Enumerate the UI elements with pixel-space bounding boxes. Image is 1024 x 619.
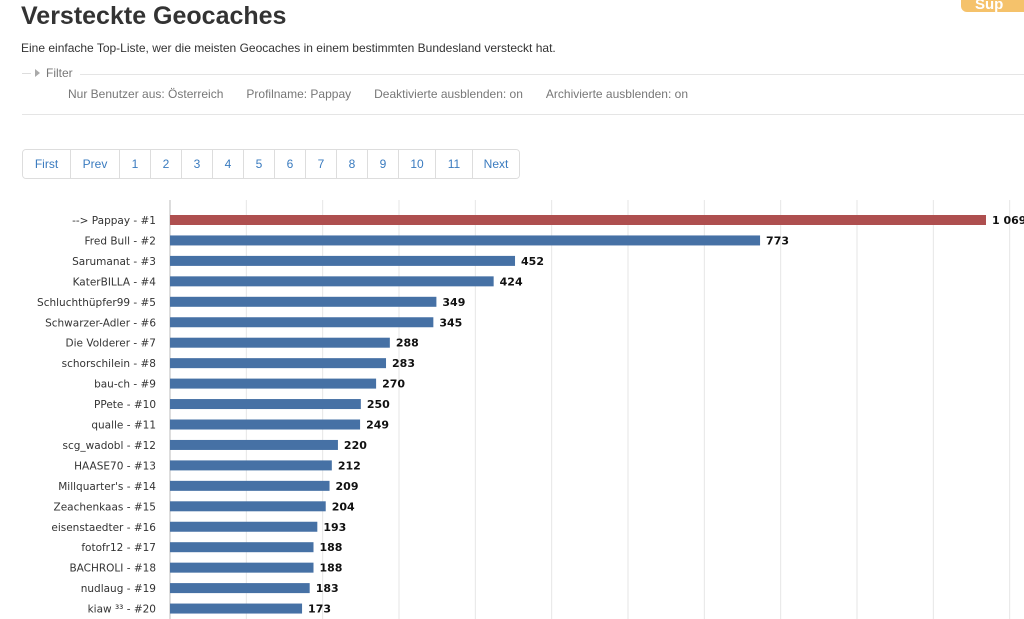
page-1-button[interactable]: 1 [119,150,150,178]
page-3-button[interactable]: 3 [181,150,212,178]
chart-value-label: 212 [338,459,361,472]
chart-category-label: --> Pappay - #1 [72,215,156,227]
chart-value-label: 193 [323,521,346,534]
chart-category-label: PPete - #10 [94,399,156,411]
chart-bar [170,419,361,430]
chart-value-label: 220 [344,439,367,452]
chart-bar [170,562,314,573]
chart-bar [170,276,494,287]
chart-bar [170,542,314,553]
chart-value-label: 424 [500,275,523,288]
chart-bar [170,235,761,246]
chart-bar [170,501,326,512]
chart-category-label: Die Volderer - #7 [66,338,156,350]
chart-value-label: 204 [332,500,355,513]
chart-category-label: Millquarter's - #14 [58,481,156,493]
chart-value-label: 1 069 [992,214,1024,227]
chart-value-label: 288 [396,337,419,350]
page-first-button[interactable]: First [23,150,70,178]
chart-value-label: 270 [382,378,405,391]
page-next-button[interactable]: Next [472,150,519,178]
chart-category-label: HAASE70 - #13 [74,460,156,472]
chart-bar [170,603,303,614]
page-prev-button[interactable]: Prev [70,150,119,178]
ranking-bar-chart: --> Pappay - #1 1 069 Fred Bull - #2 773 Sar… [37,200,1024,619]
filter-divider [80,74,1024,75]
chart-category-label: Fred Bull - #2 [85,235,156,247]
chart-category-label: Zeachenkaas - #15 [54,501,157,513]
chart-category-label: kiaw ³³ - #20 [88,604,156,616]
chart-bar [170,460,332,471]
chart-category-label: KaterBILLA - #4 [73,276,157,288]
page-6-button[interactable]: 6 [274,150,305,178]
pagination: First Prev 1 2 3 4 5 6 7 8 9 10 11 Next [22,149,520,179]
chart-value-label: 173 [308,603,331,616]
chart-bar [170,317,434,328]
page-9-button[interactable]: 9 [367,150,398,178]
chart-category-label: scg_wadobl - #12 [63,440,156,452]
page-title: Versteckte Geocaches [21,2,287,30]
chart-value-label: 188 [320,562,343,575]
chart-bar [170,255,516,266]
chart-bar [170,337,390,348]
chart-value-label: 773 [766,234,789,247]
chart-bar [170,480,330,491]
page-11-button[interactable]: 11 [435,150,472,178]
page-8-button[interactable]: 8 [336,150,367,178]
page-4-button[interactable]: 4 [212,150,243,178]
chart-bar [170,358,387,369]
section-divider [22,114,1024,115]
chart-category-label: schorschilein - #8 [62,358,156,370]
filter-divider [22,72,31,74]
page-10-button[interactable]: 10 [398,150,435,178]
chart-bar [170,439,338,450]
chart-value-label: 209 [336,480,359,493]
chart-bar [170,378,377,389]
filter-hide-archived: Archivierte ausblenden: on [545,87,688,101]
chart-bar [170,296,437,307]
chart-bar [170,215,986,225]
chart-category-label: Schluchthüpfer99 - #5 [37,297,156,309]
chart-value-label: 183 [316,582,339,595]
chart-value-label: 345 [439,316,462,329]
chart-value-label: 452 [521,255,544,268]
chart-category-label: BACHROLI - #18 [69,563,156,575]
filter-hide-disabled: Deaktivierte ausblenden: on [374,87,523,101]
chart-category-label: qualle - #11 [91,420,156,432]
chart-category-label: nudlaug - #19 [81,583,156,595]
support-button[interactable]: Sup [961,0,1024,12]
chart-value-label: 249 [366,419,389,432]
chart-category-label: fotofr12 - #17 [81,542,156,554]
chart-category-label: Sarumanat - #3 [72,256,156,268]
filter-country: Nur Benutzer aus: Österreich [68,87,224,101]
chart-category-label: bau-ch - #9 [94,379,156,391]
chart-value-label: 188 [320,541,343,554]
filter-profile: Profilname: Pappay [246,87,352,101]
chart-category-label: Schwarzer-Adler - #6 [45,317,156,329]
chart-bar [170,521,318,532]
caret-right-icon [35,69,40,77]
chart-category-label: eisenstaedter - #16 [51,522,156,534]
page-2-button[interactable]: 2 [150,150,181,178]
page-subtitle: Eine einfache Top-Liste, wer die meisten… [21,41,556,55]
chart-value-label: 283 [392,357,415,370]
page-7-button[interactable]: 7 [305,150,336,178]
filter-toggle[interactable]: Filter [22,66,73,80]
filter-summary: Nur Benutzer aus: Österreich Profilname:… [68,87,688,101]
page-5-button[interactable]: 5 [243,150,274,178]
chart-value-label: 349 [442,296,465,309]
chart-value-label: 250 [367,398,390,411]
chart-bar [170,583,310,594]
chart-bar [170,399,361,410]
filter-label: Filter [46,66,73,80]
